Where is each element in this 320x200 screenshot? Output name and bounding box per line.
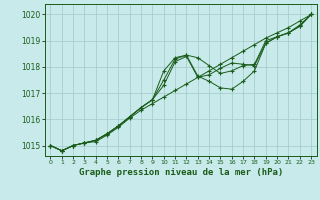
X-axis label: Graphe pression niveau de la mer (hPa): Graphe pression niveau de la mer (hPa) bbox=[79, 168, 283, 177]
